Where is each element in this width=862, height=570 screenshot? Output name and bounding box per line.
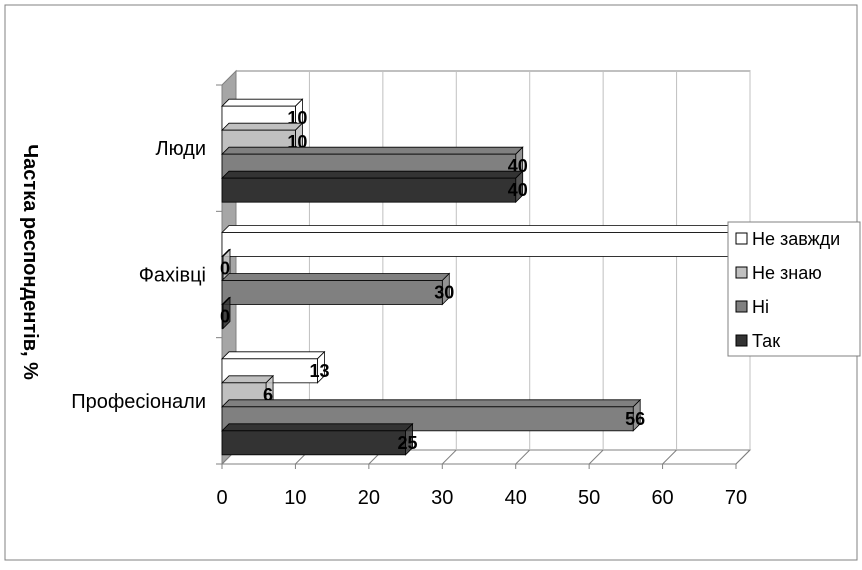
- bar-top: [221, 375, 275, 384]
- x-tick-label: 20: [358, 487, 380, 509]
- x-tick-label: 50: [578, 487, 600, 509]
- floor-gridline: [662, 449, 677, 465]
- legend-label: Не завжди: [752, 229, 840, 249]
- bar-front: [221, 430, 406, 456]
- bar-front: [221, 232, 737, 257]
- legend: Не завжди Не знаю Ні Так: [727, 221, 861, 357]
- floor-gridline: [441, 449, 457, 465]
- y-axis-label: Частка респондентів, %: [19, 144, 41, 380]
- category-label: Професіонали: [71, 391, 206, 413]
- data-label: 30: [434, 283, 454, 303]
- x-tick-label: 40: [505, 487, 527, 509]
- data-label: 13: [309, 361, 329, 381]
- bar-top: [221, 351, 326, 360]
- floor-gridline: [735, 449, 751, 465]
- bar: [221, 422, 414, 456]
- bar: [221, 272, 451, 306]
- legend-swatch: [735, 334, 748, 347]
- x-tick-label: 60: [651, 487, 673, 509]
- bar-top: [221, 423, 414, 432]
- bar-top: [221, 225, 744, 233]
- data-label: 56: [625, 409, 645, 429]
- legend-label: Ні: [752, 297, 769, 317]
- x-tick-label: 30: [431, 487, 453, 509]
- legend-box: [727, 221, 861, 357]
- bar-top: [221, 146, 524, 155]
- data-label: 6: [263, 385, 273, 405]
- data-label: 0: [220, 259, 230, 279]
- legend-swatch: [735, 300, 748, 313]
- x-tick-label: 10: [284, 487, 306, 509]
- data-label: 40: [508, 180, 528, 200]
- bar: [221, 224, 744, 258]
- legend-label: Так: [752, 331, 780, 351]
- floor-gridline: [588, 449, 604, 465]
- bar-front: [221, 280, 443, 305]
- bar-top: [221, 122, 304, 131]
- data-label: 25: [398, 433, 418, 453]
- bar-top: [221, 399, 642, 408]
- x-tick-label: 0: [216, 487, 227, 509]
- bar: [221, 296, 231, 330]
- legend-swatch: [735, 266, 748, 279]
- bar-front: [221, 177, 517, 203]
- category-label: Фахівці: [139, 265, 206, 287]
- legend-swatch: [735, 232, 748, 245]
- x-tick-label: 70: [725, 487, 747, 509]
- data-label: 0: [220, 307, 230, 327]
- legend-label: Не знаю: [752, 263, 822, 283]
- bar-front: [221, 304, 224, 329]
- bar: [221, 170, 524, 204]
- bar-top: [221, 170, 524, 179]
- bar-top: [221, 98, 304, 107]
- floor-gridline: [515, 449, 531, 465]
- bar-top: [221, 273, 451, 281]
- category-label: Люди: [155, 138, 206, 160]
